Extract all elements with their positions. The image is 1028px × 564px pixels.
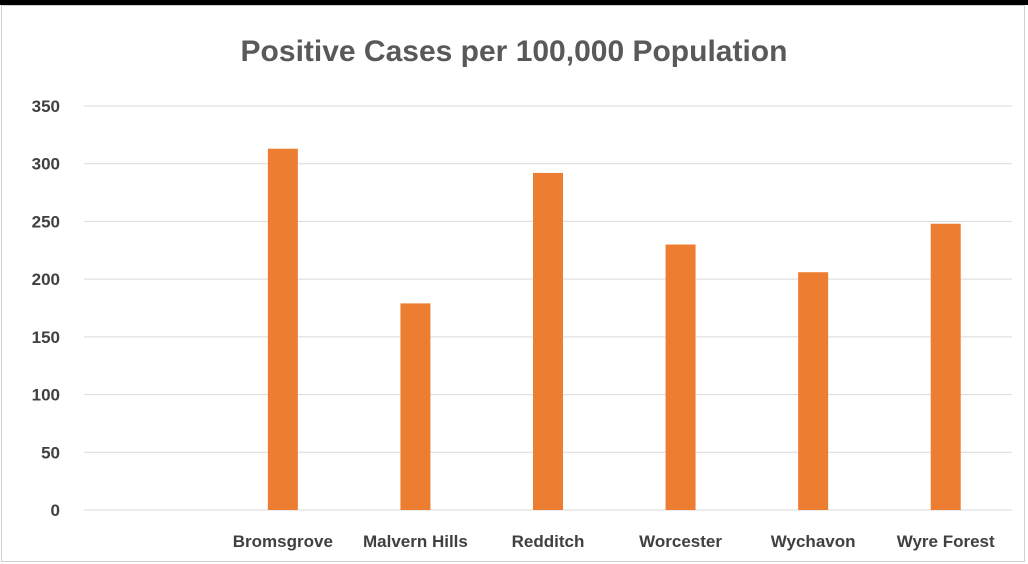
y-tick-label: 150 [32, 328, 60, 347]
x-category-label: Worcester [639, 532, 722, 551]
y-axis-ticks: 0 50 100 150 200 250 300 350 [32, 97, 60, 520]
y-tick-label: 250 [32, 212, 60, 231]
bar-malvern-hills [400, 303, 431, 510]
top-border [0, 0, 1028, 5]
chart-title: Positive Cases per 100,000 Population [240, 35, 788, 68]
bar-wyre-forest [930, 223, 961, 511]
x-category-label: Bromsgrove [233, 532, 333, 551]
y-tick-label: 50 [41, 443, 60, 462]
bar-redditch [533, 172, 563, 510]
y-tick-label: 200 [32, 270, 60, 289]
y-tick-label: 100 [32, 386, 60, 405]
x-axis-labels: Bromsgrove Malvern Hills Redditch Worcester… [233, 532, 995, 551]
bar-worcester [665, 244, 696, 510]
bars [267, 148, 961, 511]
x-category-label: Wyre Forest [897, 532, 995, 551]
bar-bromsgrove [267, 148, 298, 511]
chart-area [1, 5, 1025, 562]
x-category-label: Wychavon [771, 532, 856, 551]
bar-wychavon [798, 272, 829, 510]
y-tick-label: 300 [32, 155, 60, 174]
y-tick-label: 350 [32, 97, 60, 116]
x-category-label: Redditch [512, 532, 585, 551]
y-tick-label: 0 [51, 501, 60, 520]
x-category-label: Malvern Hills [363, 532, 468, 551]
